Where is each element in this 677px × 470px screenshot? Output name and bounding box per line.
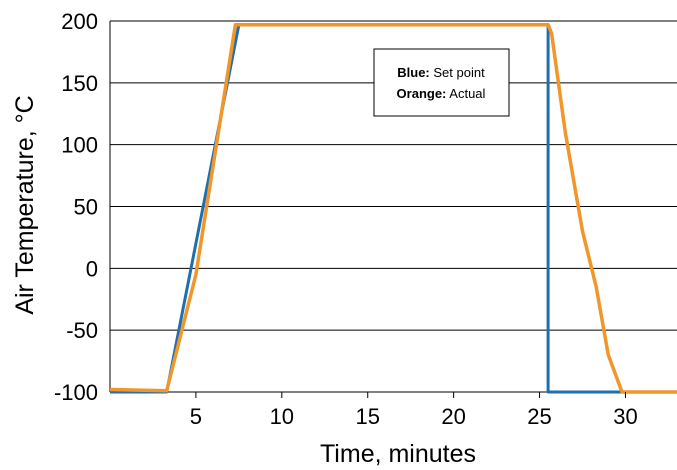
y-axis-title: Air Temperature, °C bbox=[11, 95, 39, 314]
x-tick-label: 20 bbox=[441, 404, 465, 429]
x-tick-labels: 5 10 15 20 25 30 bbox=[190, 392, 638, 429]
series-line-actual bbox=[109, 22, 677, 394]
legend-key-blue: Blue: bbox=[397, 65, 430, 80]
x-tick-label: 15 bbox=[355, 404, 379, 429]
x-tick-label: 10 bbox=[270, 404, 294, 429]
x-tick-label: 5 bbox=[190, 404, 202, 429]
legend: Blue: Set point Orange: Actual bbox=[373, 48, 510, 117]
y-tick-label: -100 bbox=[54, 380, 98, 405]
y-tick-labels: 200 150 100 50 0 -50 -100 bbox=[54, 9, 98, 405]
legend-key-orange: Orange: bbox=[397, 86, 447, 101]
x-tick-label: 25 bbox=[527, 404, 551, 429]
legend-label-actual: Actual bbox=[449, 86, 485, 101]
series-lines bbox=[109, 22, 677, 394]
x-axis-title: Time, minutes bbox=[320, 440, 476, 468]
y-tick-label: 50 bbox=[74, 195, 98, 220]
y-tick-label: 0 bbox=[86, 256, 98, 281]
legend-label-set-point: Set point bbox=[433, 65, 485, 80]
y-tick-label: 200 bbox=[61, 9, 98, 34]
y-tick-label: 100 bbox=[61, 133, 98, 158]
y-tick-label: -50 bbox=[66, 318, 98, 343]
legend-entry-actual: Orange: Actual bbox=[397, 86, 486, 101]
x-tick-label: 30 bbox=[613, 404, 637, 429]
legend-box bbox=[373, 48, 510, 117]
y-tick-label: 150 bbox=[61, 71, 98, 96]
legend-entry-set-point: Blue: Set point bbox=[397, 65, 485, 80]
